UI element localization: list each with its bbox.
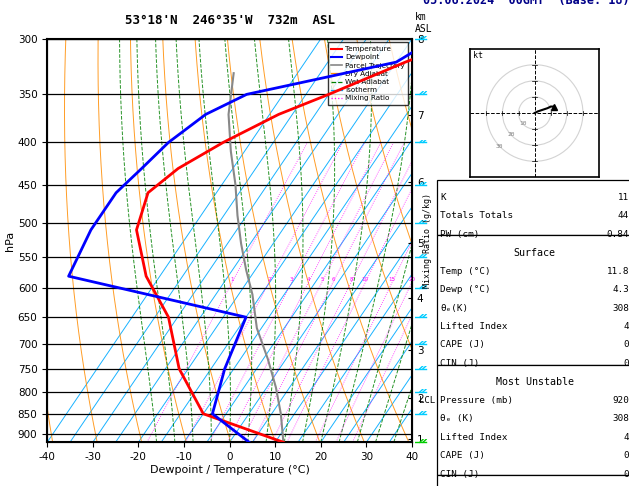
Text: CAPE (J): CAPE (J) bbox=[440, 341, 486, 349]
Text: 11.8: 11.8 bbox=[606, 267, 629, 276]
Text: 53°18'N  246°35'W  732m  ASL: 53°18'N 246°35'W 732m ASL bbox=[125, 14, 335, 27]
Text: 920: 920 bbox=[612, 396, 629, 405]
Text: 6: 6 bbox=[331, 278, 335, 282]
Text: km
ASL: km ASL bbox=[415, 13, 433, 34]
Text: 0: 0 bbox=[623, 359, 629, 368]
Text: 20: 20 bbox=[508, 132, 515, 137]
Text: 308: 308 bbox=[612, 415, 629, 423]
Text: 11: 11 bbox=[618, 193, 629, 202]
Text: CAPE (J): CAPE (J) bbox=[440, 451, 486, 460]
Text: Most Unstable: Most Unstable bbox=[496, 378, 574, 387]
Text: 3: 3 bbox=[290, 278, 294, 282]
Text: K: K bbox=[440, 193, 446, 202]
Text: 05.06.2024  00GMT  (Base: 18): 05.06.2024 00GMT (Base: 18) bbox=[423, 0, 629, 7]
Text: 0: 0 bbox=[623, 451, 629, 460]
Text: 44: 44 bbox=[618, 211, 629, 220]
X-axis label: Dewpoint / Temperature (°C): Dewpoint / Temperature (°C) bbox=[150, 465, 309, 475]
Text: 0: 0 bbox=[623, 470, 629, 479]
Text: 8: 8 bbox=[349, 278, 353, 282]
Text: 5: 5 bbox=[320, 278, 323, 282]
Text: Pressure (mb): Pressure (mb) bbox=[440, 396, 513, 405]
Text: CIN (J): CIN (J) bbox=[440, 470, 480, 479]
Text: 30: 30 bbox=[496, 144, 504, 149]
Text: 20: 20 bbox=[408, 278, 415, 282]
Text: 4: 4 bbox=[307, 278, 310, 282]
Text: PW (cm): PW (cm) bbox=[440, 230, 480, 239]
Text: 0: 0 bbox=[623, 341, 629, 349]
Text: Lifted Index: Lifted Index bbox=[440, 433, 508, 442]
Text: 308: 308 bbox=[612, 304, 629, 312]
Text: Mixing Ratio (g/kg): Mixing Ratio (g/kg) bbox=[423, 193, 432, 288]
Text: 2: 2 bbox=[267, 278, 270, 282]
Text: 1: 1 bbox=[230, 278, 234, 282]
Text: 4: 4 bbox=[623, 322, 629, 331]
Text: 10: 10 bbox=[520, 121, 527, 125]
Text: Dewp (°C): Dewp (°C) bbox=[440, 285, 491, 294]
Text: Totals Totals: Totals Totals bbox=[440, 211, 513, 220]
Text: kt: kt bbox=[474, 51, 484, 60]
Text: θₑ (K): θₑ (K) bbox=[440, 415, 474, 423]
Text: Temp (°C): Temp (°C) bbox=[440, 267, 491, 276]
Text: θₑ(K): θₑ(K) bbox=[440, 304, 469, 312]
Text: Surface: Surface bbox=[514, 248, 555, 258]
Y-axis label: hPa: hPa bbox=[5, 230, 15, 251]
Text: LCL: LCL bbox=[420, 397, 435, 405]
Text: Lifted Index: Lifted Index bbox=[440, 322, 508, 331]
Text: 0.84: 0.84 bbox=[606, 230, 629, 239]
Text: 4: 4 bbox=[623, 433, 629, 442]
Legend: Temperature, Dewpoint, Parcel Trajectory, Dry Adiabat, Wet Adiabat, Isotherm, Mi: Temperature, Dewpoint, Parcel Trajectory… bbox=[328, 42, 408, 105]
Text: 15: 15 bbox=[389, 278, 396, 282]
Text: 4.3: 4.3 bbox=[612, 285, 629, 294]
Text: 10: 10 bbox=[362, 278, 369, 282]
Text: CIN (J): CIN (J) bbox=[440, 359, 480, 368]
